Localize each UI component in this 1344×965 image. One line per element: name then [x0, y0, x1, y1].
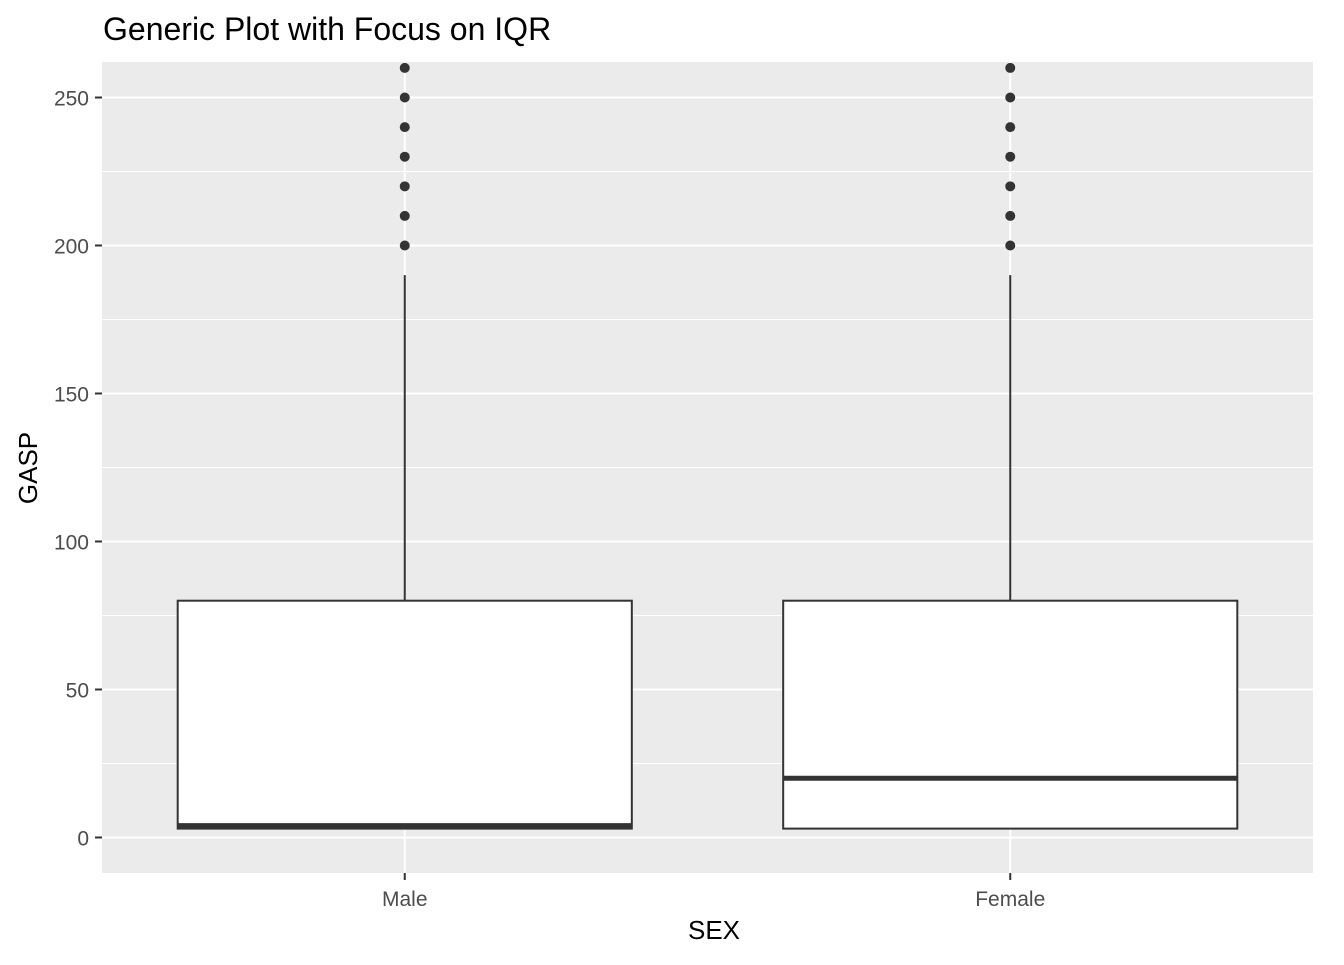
x-tick-label: Female [975, 888, 1045, 911]
axes: 0 50 100 150 200 250 Male Female [54, 88, 1045, 911]
outlier-point [399, 210, 410, 221]
outlier-point [399, 151, 410, 162]
outlier-point [399, 122, 410, 133]
outlier-point [399, 62, 410, 73]
y-tick-label: 0 [77, 827, 89, 850]
y-tick-label: 200 [54, 236, 89, 259]
y-axis-label: GASP [13, 432, 43, 504]
outlier-points [399, 62, 1016, 251]
outlier-point [1005, 240, 1016, 251]
iqr-box [176, 599, 633, 830]
y-tick-label: 150 [54, 384, 89, 407]
iqr-box [782, 599, 1239, 830]
outlier-point [1005, 151, 1016, 162]
outlier-point [1005, 181, 1016, 192]
outlier-point [1005, 210, 1016, 221]
box-male [176, 275, 633, 830]
y-tick-label: 250 [54, 88, 89, 111]
boxes [176, 275, 1239, 830]
y-tick-label: 100 [54, 531, 89, 554]
outlier-point [1005, 62, 1016, 73]
outlier-point [399, 240, 410, 251]
outlier-point [1005, 122, 1016, 133]
x-axis-label: SEX [688, 915, 740, 945]
chart-title: Generic Plot with Focus on IQR [103, 11, 551, 47]
outlier-point [1005, 92, 1016, 103]
outlier-point [399, 92, 410, 103]
y-tick-label: 50 [66, 679, 89, 702]
box-female [782, 275, 1239, 830]
x-tick-label: Male [382, 888, 428, 911]
outlier-point [399, 181, 410, 192]
